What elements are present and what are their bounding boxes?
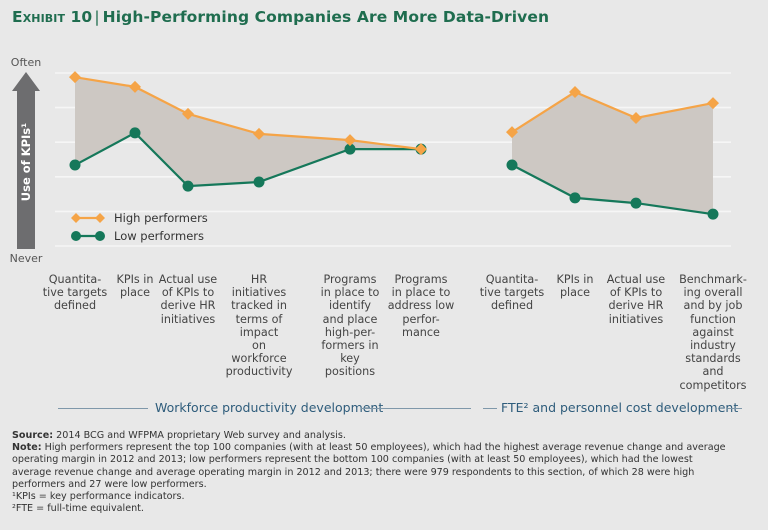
note-line: operating margin in 2012 and 2013; low p… <box>12 454 693 466</box>
footnote-kpi: ¹KPIs = key performance indicators. <box>12 491 185 503</box>
legend-label-high: High performers <box>114 211 208 225</box>
low-performers-point <box>506 159 518 171</box>
x-tick-label: Quantita-tive targets defined <box>42 273 108 313</box>
note-line: performers and 27 were low performers. <box>12 478 207 490</box>
x-tick-label: Programs in place to identify and place high… <box>320 273 380 379</box>
exhibit-title: Exhibit 10 | High-Performing Companies Are… <box>12 8 549 26</box>
x-tick-label: KPIs in place <box>116 273 154 300</box>
high-performers-point <box>69 71 81 84</box>
y-top-label: Often <box>11 56 41 69</box>
title-text: High-Performing Companies Are More Data-… <box>102 8 550 26</box>
note-line: Note: High performers represent the top … <box>12 442 726 454</box>
low-performers-point <box>182 180 194 192</box>
section-label-fte: FTE² and personnel cost development <box>501 400 739 415</box>
legend-low-marker-icon <box>71 231 81 241</box>
x-tick-label: Actual use of KPIs to derive HR initiatives <box>606 273 666 326</box>
legend-high-marker-icon <box>71 213 81 223</box>
y-axis-arrow-icon <box>12 72 40 249</box>
x-tick-label: Quantita-tive targets defined <box>479 273 545 313</box>
high-performers-point <box>129 80 141 93</box>
low-performers-point <box>344 143 356 155</box>
high-performers-point <box>630 111 642 124</box>
legend-low-marker-icon <box>95 231 105 241</box>
x-tick-label: Actual use of KPIs to derive HR initiatives <box>158 273 218 326</box>
low-performers-point <box>707 208 719 220</box>
low-performers-point <box>569 192 581 204</box>
section-divider-right-a <box>483 408 497 409</box>
gap-area <box>512 92 713 215</box>
y-axis: Often Never Use of KPIs¹ <box>10 56 43 265</box>
x-tick-label: Programs in place to address low perfor-man… <box>387 273 455 339</box>
legend: High performers Low performers <box>71 211 208 243</box>
low-performers-line <box>511 164 714 216</box>
high-performers-point <box>344 134 356 147</box>
x-tick-label: HR initiatives tracked in terms of impact on w… <box>225 273 293 379</box>
section-label-workforce: Workforce productivity development <box>155 400 384 415</box>
high-performers-line <box>511 90 714 134</box>
series-lines <box>69 71 719 220</box>
low-performers-point <box>129 127 141 139</box>
x-tick-label: KPIs in place <box>556 273 594 300</box>
high-performers-point <box>569 86 581 99</box>
high-performers-line <box>74 76 422 151</box>
low-performers-line <box>74 131 421 188</box>
y-bottom-label: Never <box>10 252 43 265</box>
x-tick-label: Benchmark-ing overall and by job function a… <box>679 273 747 392</box>
title-separator: | <box>94 8 100 26</box>
high-performers-point <box>182 107 194 120</box>
high-performers-point <box>707 97 719 110</box>
section-divider-left-a <box>58 408 148 409</box>
high-performers-point <box>253 127 265 140</box>
section-divider-right-b <box>728 408 742 409</box>
low-performers-point <box>69 159 81 171</box>
legend-label-low: Low performers <box>114 229 204 243</box>
footnote-fte: ²FTE = full-time equivalent. <box>12 503 144 515</box>
low-performers-point <box>630 197 642 209</box>
notes: Source: 2014 BCG and WFPMA proprietary W… <box>12 430 760 515</box>
low-performers-point <box>253 176 265 188</box>
high-performers-point <box>415 143 427 156</box>
section-divider-left-b <box>361 408 471 409</box>
source-line: Source: 2014 BCG and WFPMA proprietary W… <box>12 430 346 441</box>
exhibit-number: Exhibit 10 <box>12 8 93 26</box>
high-performers-point <box>506 126 518 139</box>
y-axis-label: Use of KPIs¹ <box>19 123 33 201</box>
note-line: average revenue change and average opera… <box>12 466 695 478</box>
legend-high-marker-icon <box>95 213 105 223</box>
